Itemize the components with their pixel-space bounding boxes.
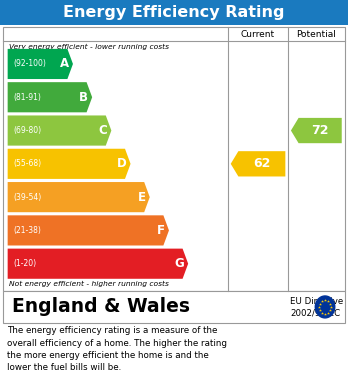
Polygon shape bbox=[8, 149, 130, 179]
Text: The energy efficiency rating is a measure of the
overall efficiency of a home. T: The energy efficiency rating is a measur… bbox=[7, 326, 227, 372]
Text: EU Directive
2002/91/EC: EU Directive 2002/91/EC bbox=[290, 296, 343, 317]
Polygon shape bbox=[291, 118, 342, 143]
Bar bbox=[0, 0, 348, 25]
Text: F: F bbox=[157, 224, 165, 237]
Text: G: G bbox=[174, 257, 184, 270]
Text: (39-54): (39-54) bbox=[13, 193, 41, 202]
Polygon shape bbox=[8, 249, 188, 279]
Text: 72: 72 bbox=[311, 124, 329, 137]
Circle shape bbox=[315, 296, 335, 318]
Text: (92-100): (92-100) bbox=[13, 59, 46, 68]
Text: A: A bbox=[60, 57, 69, 70]
Text: (1-20): (1-20) bbox=[13, 259, 36, 268]
Text: Energy Efficiency Rating: Energy Efficiency Rating bbox=[63, 5, 285, 20]
Text: Potential: Potential bbox=[296, 29, 336, 39]
Text: C: C bbox=[98, 124, 107, 137]
Text: (81-91): (81-91) bbox=[13, 93, 41, 102]
Text: Current: Current bbox=[241, 29, 275, 39]
Polygon shape bbox=[8, 182, 150, 212]
Text: Very energy efficient - lower running costs: Very energy efficient - lower running co… bbox=[9, 43, 169, 50]
Polygon shape bbox=[8, 82, 92, 112]
Polygon shape bbox=[8, 115, 111, 145]
Bar bbox=[3, 291, 345, 323]
Text: B: B bbox=[79, 91, 88, 104]
Text: Not energy efficient - higher running costs: Not energy efficient - higher running co… bbox=[9, 281, 168, 287]
Text: E: E bbox=[137, 191, 145, 204]
Text: England & Wales: England & Wales bbox=[12, 298, 190, 316]
Text: D: D bbox=[117, 157, 126, 170]
Text: (21-38): (21-38) bbox=[13, 226, 41, 235]
Text: (55-68): (55-68) bbox=[13, 159, 41, 169]
Polygon shape bbox=[8, 49, 73, 79]
Bar bbox=[3, 27, 345, 291]
Text: 62: 62 bbox=[253, 157, 270, 170]
Polygon shape bbox=[8, 215, 169, 246]
Polygon shape bbox=[231, 151, 285, 176]
Text: (69-80): (69-80) bbox=[13, 126, 41, 135]
